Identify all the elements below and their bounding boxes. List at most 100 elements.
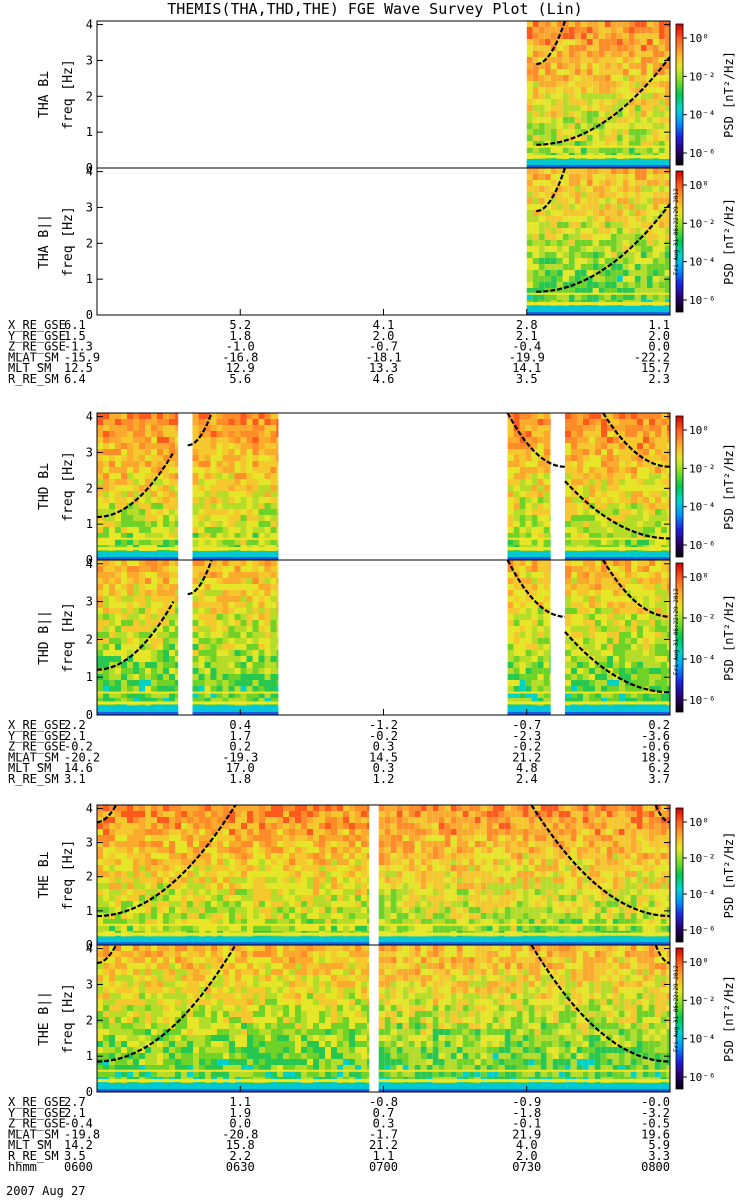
tha-panel-perp-ylabel: freq [Hz] <box>61 59 76 129</box>
thd-panel-par-fce-curve <box>506 559 566 618</box>
the-panel-par-fce-curve <box>97 944 118 964</box>
thd-stamp: Fri Aug 31 06:22:29 2012 <box>673 588 680 675</box>
the-eph-value: 1.9 <box>229 1106 251 1120</box>
tha-eph-value: -1.0 <box>226 340 255 354</box>
tha-panel-par-band-line <box>526 302 670 306</box>
thd-panel-perp-spectrogram-segment <box>192 413 279 561</box>
the-eph-value: -0.8 <box>369 1095 398 1109</box>
thd-panel-perp-band-line <box>97 547 179 551</box>
thd-panel-perp-colorbar-label-units: [nT²/Hz] <box>722 443 736 501</box>
thd-panel-par-band-line <box>97 711 179 715</box>
the-panel-perp-ytick-label: 4 <box>86 801 93 815</box>
tha-panel-perp-colorbar-label-prefix: PSD <box>722 109 736 138</box>
the-panel-perp-spectrogram-segment <box>97 805 370 946</box>
the-panel-par-colorbar-tick-label: 10⁻² <box>689 994 716 1007</box>
thd-panel-perp-band-line <box>507 557 551 561</box>
tha-panel-par-colorbar-tick-label: 10⁻² <box>689 217 716 230</box>
the-panel-par-colorbar <box>675 947 684 1090</box>
the-eph-value: -1.8 <box>512 1106 541 1120</box>
thd-panel-par-band-line <box>564 691 670 694</box>
thd-eph-name: X_RE_GSE <box>8 718 66 732</box>
thd-eph-value: -19.3 <box>222 750 258 764</box>
thd-panel-perp-band-line <box>192 547 279 551</box>
thd-panel-perp-band-line <box>97 537 179 540</box>
thd-eph-name: MLAT_SM <box>8 750 59 764</box>
thd-eph-value: -0.7 <box>512 718 541 732</box>
the-panel-perp-ytick-label: 1 <box>86 904 93 918</box>
the-panel-par-label: THE B|| <box>37 991 52 1046</box>
thd-panel-perp-fce-curve <box>96 451 175 519</box>
tha-panel-perp-ytick-label: 1 <box>86 125 93 139</box>
the-panel-par-band-line <box>97 1089 370 1093</box>
the-panel-par-ytick-label: 3 <box>86 977 93 991</box>
the-panel-perp-band-line <box>97 923 370 926</box>
the-eph-value: 21.9 <box>512 1127 541 1141</box>
the-eph-value: -3.2 <box>641 1106 670 1120</box>
thd-eph-value: 17.0 <box>226 761 255 775</box>
thd-panel-perp-band-line <box>507 547 551 551</box>
the-panel-perp-band-line <box>378 932 670 936</box>
the-panel-perp-fce-curve <box>97 804 118 824</box>
thd-panel-par-fce-curve <box>564 631 671 694</box>
the-eph-value: -0.1 <box>512 1117 541 1131</box>
thd-eph-value: 0.3 <box>373 740 395 754</box>
the-panel-perp-fce-curve <box>96 804 237 918</box>
thd-panel-perp-colorbar-tick-label: 10⁻⁴ <box>689 501 716 514</box>
tha-panel-perp-ytick-label: 3 <box>86 53 93 67</box>
the-eph-value: -0.0 <box>641 1095 670 1109</box>
tha-panel-par-colorbar-tick-label: 10⁻⁴ <box>689 256 716 269</box>
thd-panel-par-colorbar-tick-label: 10⁻⁴ <box>689 653 716 666</box>
thd-panel-par-ytick-label: 0 <box>86 708 93 722</box>
the-panel-perp-colorbar-tick-label: 10⁰ <box>689 816 709 829</box>
tha-eph-name: R_RE_SM <box>8 372 59 386</box>
the-panel-perp-ytick-label: 3 <box>86 836 93 850</box>
thd-eph-value: 3.7 <box>648 772 670 786</box>
tha-eph-value: -16.8 <box>222 350 258 364</box>
thd-panel-perp-fce-curve <box>506 412 566 468</box>
tha-panel-par-label: THA B|| <box>37 214 52 269</box>
thd-eph-value: 1.2 <box>373 772 395 786</box>
the-eph-value: -0.9 <box>512 1095 541 1109</box>
thd-panel-perp-colorbar-label: PSD [nT²/Hz] <box>722 443 736 530</box>
thd-eph-value: -3.6 <box>641 729 670 743</box>
thd-panel-perp-ytick-label: 2 <box>86 481 93 495</box>
tha-eph-name: X_RE_GSE <box>8 318 66 332</box>
the-eph-value: 0600 <box>64 1160 93 1174</box>
the-eph-value: -0.5 <box>641 1117 670 1131</box>
the-eph-value: 0730 <box>512 1160 541 1174</box>
tha-eph-value: 3.5 <box>516 372 538 386</box>
thd-panel-perp-fce-curve <box>602 412 671 468</box>
the-panel-par-band-line <box>378 1069 670 1072</box>
thd-panel-perp-colorbar <box>675 415 684 558</box>
tha-eph-value: 2.8 <box>516 318 538 332</box>
thd-panel-perp-band-line <box>192 537 279 540</box>
the-eph-value: 0630 <box>226 1160 255 1174</box>
tha-eph-name: MLT_SM <box>8 361 51 375</box>
thd-panel-perp-colorbar-tick-label: 10⁻² <box>689 462 716 475</box>
tha-panel-perp-label: THA B⊥ <box>37 71 52 118</box>
thd-panel-perp-band-line <box>507 537 551 540</box>
the-eph-value: 19.6 <box>641 1127 670 1141</box>
tha-eph-value: -22.2 <box>634 350 670 364</box>
thd-panel-par-band-line <box>97 701 179 705</box>
the-eph-value: 1.1 <box>229 1095 251 1109</box>
thd-panel-perp-colorbar-label-prefix: PSD <box>722 501 736 530</box>
tha-panel-perp-colorbar-tick-label: 10⁰ <box>689 32 709 45</box>
thd-eph-name: Z_RE_GSE <box>8 740 66 754</box>
thd-panel-par-label: THD B|| <box>37 610 52 665</box>
thd-panel-perp-ytick-label: 3 <box>86 445 93 459</box>
tha-eph-value: 15.7 <box>641 361 670 375</box>
thd-panel-perp-band-line <box>564 557 670 561</box>
the-panel-par-ytick-label: 1 <box>86 1049 93 1063</box>
thd-panel-par-colorbar-label-units: [nT²/Hz] <box>722 594 736 652</box>
thd-panel-par-band-line <box>507 711 551 715</box>
tha-panel-perp-band-line <box>526 145 670 148</box>
the-panel-par-fce-curve <box>654 944 670 964</box>
tha-eph-value: 2.3 <box>648 372 670 386</box>
thd-panel-par-low-band <box>564 705 670 715</box>
tha-panel-perp-spectrogram-segment <box>526 21 671 169</box>
the-panel-par-band-line <box>97 1079 370 1083</box>
the-panel-par-fce-curve <box>96 944 237 1063</box>
tha-panel-par-ytick-label: 4 <box>86 165 93 179</box>
the-eph-value: 0.7 <box>373 1106 395 1120</box>
